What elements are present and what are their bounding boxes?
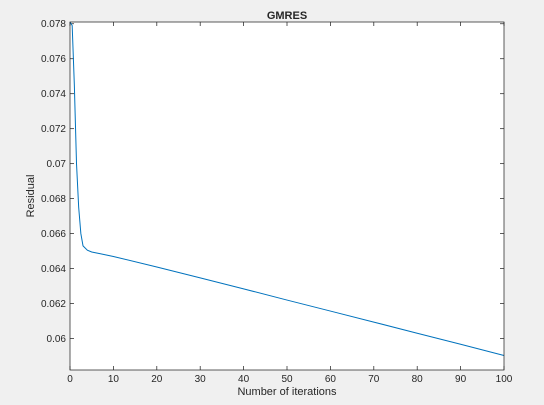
y-tick-label: 0.074	[41, 89, 66, 100]
chart-title: GMRES	[267, 10, 307, 22]
y-tick-label: 0.06	[47, 334, 67, 345]
x-tick-label: 20	[151, 374, 163, 385]
y-tick-label: 0.064	[41, 264, 66, 275]
y-tick-label: 0.078	[41, 19, 66, 30]
y-tick-labels: 0.06 0.062 0.064 0.066 0.068 0.07 0.072 0.074 0.…	[41, 19, 66, 345]
x-tick-labels: 0 10 20 30 40 50 60 70 80 90 100	[67, 374, 513, 385]
y-tick-label: 0.072	[41, 124, 66, 135]
x-tick-label: 90	[455, 374, 467, 385]
x-tick-label: 50	[281, 374, 293, 385]
x-tick-label: 100	[496, 374, 513, 385]
x-tick-label: 40	[238, 374, 250, 385]
x-tick-label: 30	[195, 374, 207, 385]
y-tick-label: 0.062	[41, 299, 66, 310]
x-tick-label: 10	[108, 374, 120, 385]
plot-area	[70, 22, 504, 370]
x-tick-label: 70	[368, 374, 380, 385]
x-tick-label: 80	[412, 374, 424, 385]
y-tick-label: 0.076	[41, 54, 66, 65]
y-tick-label: 0.07	[47, 159, 67, 170]
y-tick-label: 0.066	[41, 229, 66, 240]
x-tick-label: 60	[325, 374, 337, 385]
y-axis-label: Residual	[25, 175, 37, 218]
x-tick-label: 0	[67, 374, 73, 385]
x-axis-label: Number of iterations	[237, 386, 337, 398]
y-tick-label: 0.068	[41, 194, 66, 205]
